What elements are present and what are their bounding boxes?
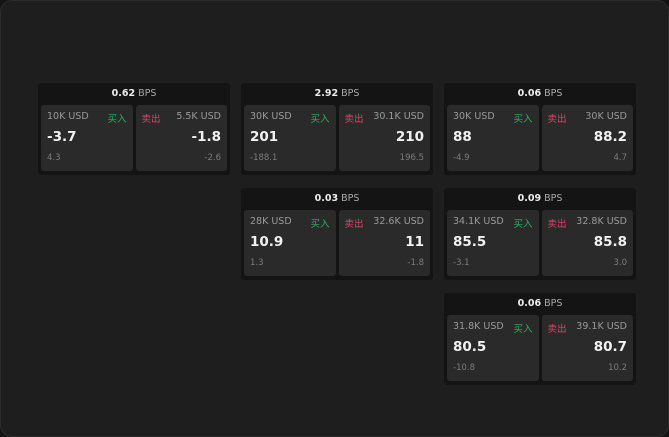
sell-panel[interactable]: 卖出 32.8K USD 85.8 3.0 bbox=[541, 210, 633, 276]
spread-unit: BPS bbox=[138, 88, 157, 99]
sell-change: 10.2 bbox=[608, 363, 627, 373]
quote-card: 0.62 BPS 10K USD 买入 -3.7 4.3 卖出 5.5K USD… bbox=[38, 83, 230, 175]
sell-price: 85.8 bbox=[593, 234, 627, 250]
sell-amount: 5.5K USD bbox=[176, 111, 221, 122]
sell-panel[interactable]: 卖出 30K USD 88.2 4.7 bbox=[541, 105, 633, 171]
sell-price: 80.7 bbox=[593, 339, 627, 355]
sell-amount: 30K USD bbox=[585, 111, 627, 122]
sell-change: 4.7 bbox=[613, 153, 627, 163]
sell-label: 卖出 bbox=[547, 114, 567, 125]
buy-price: 10.9 bbox=[250, 234, 284, 250]
buy-panel[interactable]: 28K USD 买入 10.9 1.3 bbox=[244, 210, 336, 276]
spread-unit: BPS bbox=[341, 193, 360, 204]
quote-card: 0.09 BPS 34.1K USD 买入 85.5 -3.1 卖出 32.8K… bbox=[444, 188, 636, 280]
spread-unit: BPS bbox=[544, 88, 563, 99]
sell-price: 88.2 bbox=[593, 129, 627, 145]
spread-unit: BPS bbox=[544, 193, 563, 204]
sell-price: 210 bbox=[395, 129, 424, 145]
sell-change: -2.6 bbox=[204, 153, 221, 163]
buy-panel[interactable]: 30K USD 买入 201 -188.1 bbox=[244, 105, 336, 171]
sell-amount: 30.1K USD bbox=[373, 111, 424, 122]
buy-change: -188.1 bbox=[250, 153, 278, 163]
buy-label: 买入 bbox=[310, 114, 330, 125]
spread-header: 0.06 BPS bbox=[444, 293, 636, 315]
buy-label: 买入 bbox=[513, 219, 533, 230]
sell-amount: 32.6K USD bbox=[373, 216, 424, 227]
buy-price: 85.5 bbox=[453, 234, 487, 250]
buy-amount: 30K USD bbox=[453, 111, 495, 122]
sell-label: 卖出 bbox=[547, 324, 567, 335]
buy-price: 80.5 bbox=[453, 339, 487, 355]
buy-amount: 31.8K USD bbox=[453, 321, 504, 332]
buy-panel[interactable]: 34.1K USD 买入 85.5 -3.1 bbox=[447, 210, 539, 276]
spread-value: 0.09 bbox=[517, 193, 542, 204]
sell-amount: 32.8K USD bbox=[576, 216, 627, 227]
buy-amount: 10K USD bbox=[47, 111, 89, 122]
buy-price: 88 bbox=[453, 129, 472, 145]
buy-label: 买入 bbox=[513, 324, 533, 335]
quote-card: 0.03 BPS 28K USD 买入 10.9 1.3 卖出 32.6K US… bbox=[241, 188, 433, 280]
spread-header: 0.09 BPS bbox=[444, 188, 636, 210]
sell-label: 卖出 bbox=[344, 114, 364, 125]
buy-panel[interactable]: 30K USD 买入 88 -4.9 bbox=[447, 105, 539, 171]
spread-unit: BPS bbox=[544, 298, 563, 309]
buy-label: 买入 bbox=[513, 114, 533, 125]
sell-change: -1.8 bbox=[407, 258, 424, 268]
sell-price: 11 bbox=[405, 234, 424, 250]
buy-amount: 28K USD bbox=[250, 216, 292, 227]
spread-value: 0.06 bbox=[517, 88, 542, 99]
buy-change: 1.3 bbox=[250, 258, 264, 268]
spread-header: 0.62 BPS bbox=[38, 83, 230, 105]
spread-value: 0.62 bbox=[111, 88, 136, 99]
quote-card: 0.06 BPS 31.8K USD 买入 80.5 -10.8 卖出 39.1… bbox=[444, 293, 636, 385]
buy-price: -3.7 bbox=[47, 129, 77, 145]
buy-change: 4.3 bbox=[47, 153, 61, 163]
sell-label: 卖出 bbox=[547, 219, 567, 230]
sell-change: 3.0 bbox=[613, 258, 627, 268]
spread-header: 2.92 BPS bbox=[241, 83, 433, 105]
sell-label: 卖出 bbox=[344, 219, 364, 230]
buy-label: 买入 bbox=[310, 219, 330, 230]
spread-value: 0.03 bbox=[314, 193, 339, 204]
buy-change: -3.1 bbox=[453, 258, 470, 268]
sell-panel[interactable]: 卖出 5.5K USD -1.8 -2.6 bbox=[135, 105, 227, 171]
sell-price: -1.8 bbox=[191, 129, 221, 145]
buy-price: 201 bbox=[250, 129, 279, 145]
spread-header: 0.06 BPS bbox=[444, 83, 636, 105]
buy-amount: 30K USD bbox=[250, 111, 292, 122]
sell-change: 196.5 bbox=[399, 153, 424, 163]
buy-change: -4.9 bbox=[453, 153, 470, 163]
buy-amount: 34.1K USD bbox=[453, 216, 504, 227]
sell-amount: 39.1K USD bbox=[576, 321, 627, 332]
buy-label: 买入 bbox=[107, 114, 127, 125]
spread-value: 0.06 bbox=[517, 298, 542, 309]
spread-value: 2.92 bbox=[314, 88, 339, 99]
quote-card: 0.06 BPS 30K USD 买入 88 -4.9 卖出 30K USD 8… bbox=[444, 83, 636, 175]
quote-card: 2.92 BPS 30K USD 买入 201 -188.1 卖出 30.1K … bbox=[241, 83, 433, 175]
buy-change: -10.8 bbox=[453, 363, 475, 373]
buy-panel[interactable]: 31.8K USD 买入 80.5 -10.8 bbox=[447, 315, 539, 381]
spread-unit: BPS bbox=[341, 88, 360, 99]
sell-label: 卖出 bbox=[141, 114, 161, 125]
sell-panel[interactable]: 卖出 30.1K USD 210 196.5 bbox=[338, 105, 430, 171]
spread-header: 0.03 BPS bbox=[241, 188, 433, 210]
sell-panel[interactable]: 卖出 39.1K USD 80.7 10.2 bbox=[541, 315, 633, 381]
sell-panel[interactable]: 卖出 32.6K USD 11 -1.8 bbox=[338, 210, 430, 276]
buy-panel[interactable]: 10K USD 买入 -3.7 4.3 bbox=[41, 105, 133, 171]
